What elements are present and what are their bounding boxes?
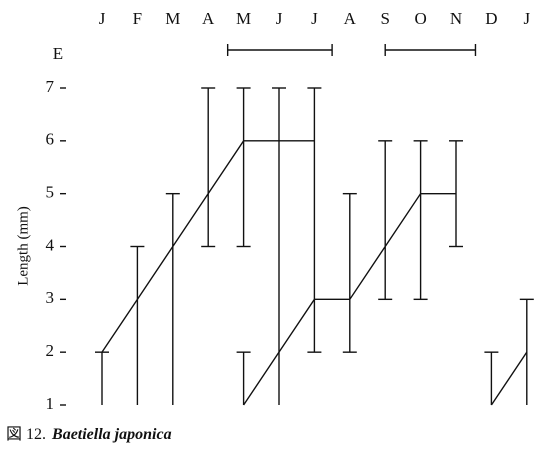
month-label: A (202, 9, 215, 28)
mean-line (490, 351, 528, 406)
y-tick-label: 5 (46, 183, 55, 202)
y-tick-label: 1 (46, 394, 55, 413)
y-axis-label: Length (mm) (15, 206, 31, 286)
month-label: M (165, 9, 180, 28)
y-tick-label: 4 (46, 235, 55, 254)
mean-line (243, 192, 456, 406)
month-label: J (311, 9, 318, 28)
month-label: J (523, 9, 530, 28)
month-label: J (99, 9, 106, 28)
y-tick-label: 3 (46, 288, 55, 307)
caption-number: 図 12. (6, 426, 46, 443)
month-label: F (133, 9, 142, 28)
month-label: J (276, 9, 283, 28)
month-label: O (414, 9, 426, 28)
month-label: S (380, 9, 389, 28)
y-tick-label: 7 (46, 77, 55, 96)
emergence-label: E (53, 44, 63, 63)
month-label: A (344, 9, 357, 28)
caption: 図 12. Baetiella japonica (6, 426, 172, 443)
y-tick-label: 6 (46, 130, 55, 149)
month-label: M (236, 9, 251, 28)
month-label: N (450, 9, 462, 28)
y-tick-label: 2 (46, 341, 55, 360)
mean-line (101, 140, 315, 353)
caption-species: Baetiella japonica (51, 426, 172, 443)
month-label: D (485, 9, 497, 28)
